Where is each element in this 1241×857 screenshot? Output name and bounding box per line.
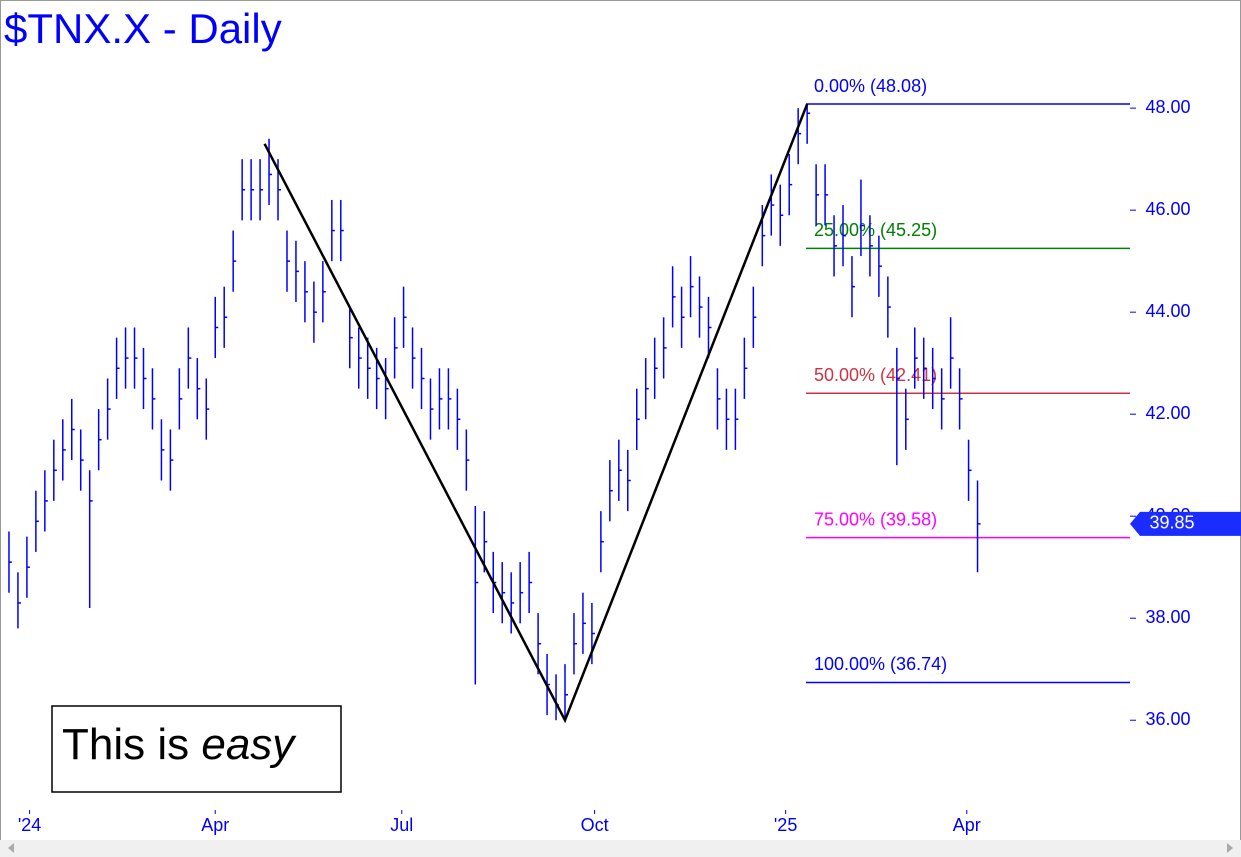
- annotation-text: This is: [62, 720, 189, 769]
- y-tick-label: 48.00: [1145, 97, 1190, 117]
- x-tick-label: Apr: [201, 815, 229, 835]
- annotation: This is easy: [62, 720, 297, 769]
- fib-label: 50.00% (42.41): [814, 365, 937, 385]
- annotation-emphasis: easy: [201, 720, 297, 769]
- last-price-label: 39.85: [1149, 513, 1194, 533]
- fib-label: 0.00% (48.08): [814, 76, 927, 96]
- x-tick-label: '25: [774, 815, 797, 835]
- y-tick-label: 38.00: [1145, 607, 1190, 627]
- last-price-marker: [1130, 511, 1241, 536]
- fib-label: 25.00% (45.25): [814, 220, 937, 240]
- scrollbar[interactable]: [0, 840, 1241, 857]
- y-tick-label: 36.00: [1145, 709, 1190, 729]
- trendline: [263, 103, 809, 724]
- x-tick-label: '24: [18, 815, 41, 835]
- scroll-left[interactable]: [8, 843, 14, 853]
- x-tick-label: Apr: [953, 815, 981, 835]
- y-tick-label: 44.00: [1145, 301, 1190, 321]
- chart-title: $TNX.X - Daily: [4, 5, 282, 52]
- fib-label: 100.00% (36.74): [814, 654, 947, 674]
- fib-label: 75.00% (39.58): [814, 509, 937, 529]
- y-tick-label: 42.00: [1145, 403, 1190, 423]
- x-tick-label: Oct: [581, 815, 609, 835]
- scroll-right[interactable]: [1227, 843, 1233, 853]
- y-tick-label: 46.00: [1145, 199, 1190, 219]
- annotation-box: [51, 705, 342, 793]
- x-tick-label: Jul: [390, 815, 413, 835]
